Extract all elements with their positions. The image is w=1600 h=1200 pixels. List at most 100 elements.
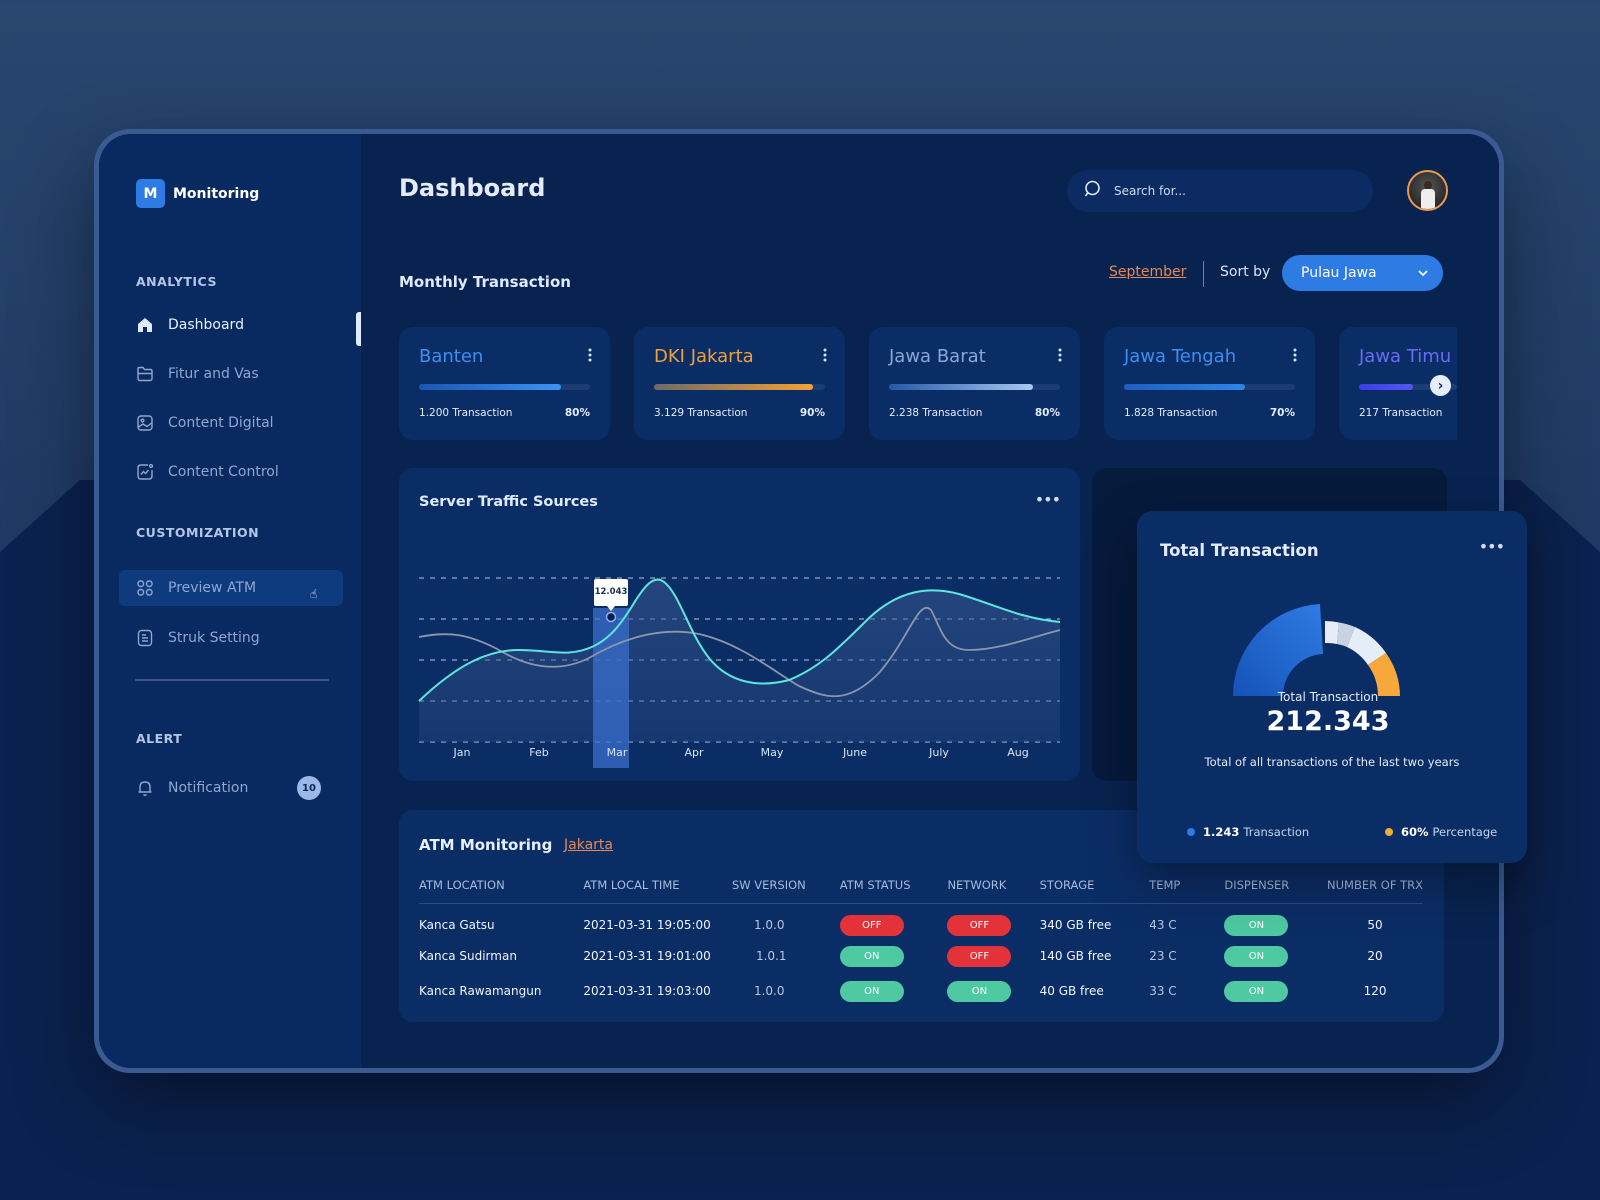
legend-value: 1.243 <box>1203 825 1240 839</box>
region-card-dki-jakarta[interactable]: DKI Jakarta 3.129 Transaction 90% <box>634 327 845 440</box>
column-header[interactable]: SW VERSION <box>731 878 840 904</box>
brand-name: Monitoring <box>173 185 260 202</box>
city-filter-link[interactable]: Jakarta <box>564 837 613 853</box>
transaction-count: 2.238 Transaction <box>889 407 983 419</box>
sidebar-item-label: Notification <box>168 780 249 796</box>
kebab-menu-icon[interactable] <box>588 347 592 366</box>
search-input[interactable] <box>1114 184 1334 198</box>
column-header[interactable]: TEMP <box>1149 878 1225 904</box>
sw-version: 1.0.1 <box>755 949 787 963</box>
legend-item-percentage: 60% Percentage <box>1385 825 1497 839</box>
sidebar-item-label: Dashboard <box>168 317 244 333</box>
progress-bar <box>1359 384 1457 390</box>
transaction-percent: 90% <box>799 407 825 419</box>
legend-dot <box>1187 828 1195 836</box>
brand[interactable]: M Monitoring <box>136 179 259 208</box>
transaction-count: 1.200 Transaction <box>419 407 513 419</box>
section-analytics: ANALYTICS <box>136 274 217 289</box>
sidebar-item-struk-setting[interactable]: Struk Setting <box>136 626 260 650</box>
sidebar-item-dashboard[interactable]: Dashboard <box>136 313 244 337</box>
transaction-count: 3.129 Transaction <box>654 407 748 419</box>
region-name: Jawa Barat <box>889 346 986 367</box>
region-name: Jawa Timu <box>1359 346 1452 367</box>
receipt-icon <box>136 629 154 647</box>
progress-bar <box>419 384 590 390</box>
total-value: 212.343 <box>1266 706 1390 737</box>
network-status-badge: OFF <box>947 914 1012 936</box>
table-row[interactable]: Kanca Rawamangun 2021-03-31 19:03:00 1.0… <box>419 974 1423 1009</box>
sidebar-item-notification[interactable]: Notification <box>136 776 248 800</box>
more-options-icon[interactable]: ••• <box>1478 537 1505 556</box>
column-header[interactable]: NUMBER OF TRX <box>1327 878 1423 904</box>
month-filter-link[interactable]: September <box>1109 264 1187 280</box>
search-icon <box>1082 179 1102 203</box>
sidebar-item-label: Content Digital <box>168 415 274 431</box>
card-title: Total Transaction <box>1160 541 1319 560</box>
network-status-badge: OFF <box>947 945 1012 967</box>
sidebar-item-fitur-and-vas[interactable]: Fitur and Vas <box>136 362 259 386</box>
region-card-jawa-tengah[interactable]: Jawa Tengah 1.828 Transaction 70% <box>1104 327 1315 440</box>
table-row[interactable]: Kanca Gatsu 2021-03-31 19:05:00 1.0.0 OF… <box>419 904 1423 939</box>
region-name: DKI Jakarta <box>654 346 754 367</box>
column-header[interactable]: DISPENSER <box>1224 878 1328 904</box>
region-card-banten[interactable]: Banten 1.200 Transaction 80% <box>399 327 610 440</box>
chart-line-icon <box>136 463 154 481</box>
transaction-percent: 80% <box>1034 407 1060 419</box>
sidebar-item-content-control[interactable]: Content Control <box>136 460 279 484</box>
gauge-label: Total Transaction <box>1277 690 1379 704</box>
kebab-menu-icon[interactable] <box>1293 347 1297 366</box>
column-header[interactable]: ATM LOCAL TIME <box>583 878 732 904</box>
next-arrow-button[interactable]: › <box>1430 375 1451 396</box>
transaction-count: 217 Transaction <box>1359 407 1443 419</box>
bell-icon <box>136 779 154 797</box>
column-header[interactable]: ATM STATUS <box>839 878 948 904</box>
region-name: Banten <box>419 346 484 367</box>
sidebar-item-preview-atm[interactable]: Preview ATM <box>119 570 343 606</box>
legend-item-transaction: 1.243 Transaction <box>1187 825 1309 839</box>
kebab-menu-icon[interactable] <box>1058 347 1062 366</box>
storage: 140 GB free <box>1039 949 1112 963</box>
legend-value: 60% <box>1401 825 1429 839</box>
x-axis-label: May <box>760 746 784 759</box>
dispenser-status-badge: ON <box>1224 945 1289 967</box>
x-axis-label: Aug <box>1007 746 1029 759</box>
column-header[interactable]: ATM LOCATION <box>419 878 584 904</box>
sidebar: M Monitoring ANALYTICS Dashboard Fitur a… <box>99 134 361 1068</box>
x-axis-label: Feb <box>529 746 549 759</box>
chart-tooltip: 12.043 <box>594 587 628 597</box>
search-bar[interactable] <box>1067 170 1373 212</box>
chevron-down-icon <box>1417 265 1429 281</box>
atm-local-time: 2021-03-31 19:05:00 <box>583 918 711 933</box>
x-axis-label: Jan <box>453 746 471 759</box>
image-icon <box>136 414 154 432</box>
region-name: Jawa Tengah <box>1124 346 1237 367</box>
sort-value: Pulau Jawa <box>1301 265 1377 281</box>
kebab-menu-icon[interactable] <box>823 347 827 366</box>
panel-title: Server Traffic Sources <box>419 494 598 510</box>
sort-dropdown[interactable]: Pulau Jawa <box>1282 255 1443 291</box>
sw-version: 1.0.0 <box>753 918 785 933</box>
temperature: 33 C <box>1149 984 1177 998</box>
section-customization: CUSTOMIZATION <box>136 525 260 540</box>
column-header[interactable]: NETWORK <box>947 878 1040 904</box>
sidebar-divider <box>135 679 329 681</box>
transaction-count: 1.828 Transaction <box>1124 407 1218 419</box>
sidebar-item-label: Preview ATM <box>168 580 257 596</box>
more-options-icon[interactable]: ••• <box>1034 490 1061 509</box>
storage: 40 GB free <box>1039 984 1104 998</box>
user-avatar[interactable] <box>1407 170 1448 211</box>
sidebar-item-label: Content Control <box>168 464 279 480</box>
atm-location: Kanca Gatsu <box>419 918 495 933</box>
atm-monitoring-title: ATM Monitoring <box>419 836 553 854</box>
legend-label: Transaction <box>1243 825 1310 839</box>
table-header-row: ATM LOCATION ATM LOCAL TIME SW VERSION A… <box>419 878 1423 904</box>
sidebar-item-content-digital[interactable]: Content Digital <box>136 411 274 435</box>
storage: 340 GB free <box>1039 918 1112 933</box>
notification-badge: 10 <box>297 776 321 800</box>
progress-bar <box>889 384 1060 390</box>
transaction-percent: 80% <box>564 407 590 419</box>
x-axis-label: July <box>929 746 949 759</box>
table-row[interactable]: Kanca Sudirman 2021-03-31 19:01:00 1.0.1… <box>419 939 1423 974</box>
region-card-jawa-barat[interactable]: Jawa Barat 2.238 Transaction 80% <box>869 327 1080 440</box>
column-header[interactable]: STORAGE <box>1039 878 1150 904</box>
